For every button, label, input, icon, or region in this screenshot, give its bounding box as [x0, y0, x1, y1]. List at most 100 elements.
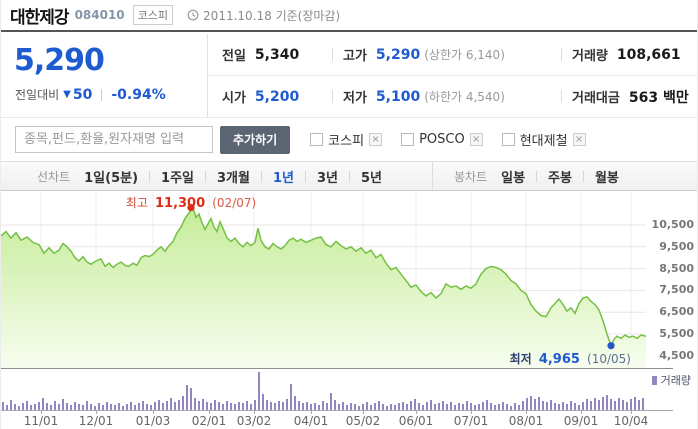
- remove-filter-icon[interactable]: ×: [469, 133, 483, 146]
- asof-date: 2011.10.18 기준(장마감): [187, 7, 340, 24]
- high-annotation-date: (02/07): [212, 196, 257, 210]
- tab-1일(5분)[interactable]: 1일(5분): [84, 170, 139, 186]
- open-cell: 시가 5,200: [222, 87, 332, 107]
- divider: [582, 170, 584, 182]
- x-axis-label: 09/01: [563, 414, 599, 428]
- low-annotation-value: 4,965: [538, 352, 580, 367]
- quote-row: 5,290 전일대비 ▼ 50 -0.94% 전일 5,340 고가 5,290…: [1, 34, 697, 117]
- volume-chart: 거래량: [1, 370, 697, 410]
- divider: [432, 162, 433, 190]
- trade-value-label: 거래대금: [572, 91, 620, 106]
- divider: [536, 170, 538, 182]
- volume-swatch-icon: [651, 375, 657, 385]
- filter-label[interactable]: POSCO: [419, 132, 465, 147]
- remove-filter-icon[interactable]: ×: [572, 133, 586, 146]
- x-axis-label: 10/04: [613, 414, 649, 428]
- divider: [561, 90, 562, 103]
- price-chart: 10,500 9,500 8,500 7,500 6,500 5,500 4,500 최고 …: [1, 192, 697, 368]
- summary-table: 전일 5,340 고가 5,290 (상한가 6,140) 거래량 108,66…: [207, 34, 697, 117]
- candle-chart-group-label: 봉차트: [454, 169, 488, 184]
- x-axis-tick: [631, 411, 632, 414]
- filter-checkbox[interactable]: [310, 133, 324, 146]
- low-value: 5,100: [375, 88, 421, 105]
- x-axis-tick: [416, 411, 417, 414]
- filter-label[interactable]: 코스피: [328, 134, 365, 149]
- x-axis-label: 02/01: [191, 414, 227, 428]
- filter-chip: 현대제철 ×: [501, 130, 586, 149]
- y-axis-label: 8,500: [659, 262, 694, 275]
- x-axis-label: 06/01: [398, 414, 434, 428]
- prev-close-cell: 전일 5,340: [222, 45, 332, 65]
- chart-tab-bar: 선차트 1일(5분) 1주일 3개월 1년 3년 5년 봉차트 일봉 주봉 월봉: [1, 161, 697, 191]
- volume-baseline: [1, 410, 673, 411]
- tab-주봉[interactable]: 주봉: [548, 170, 572, 186]
- x-axis-tick: [254, 411, 255, 414]
- divider: [149, 170, 151, 182]
- x-axis-label: 12/01: [78, 414, 114, 428]
- price-change: 전일대비 ▼ 50 -0.94%: [15, 86, 166, 103]
- high-label: 고가: [343, 49, 367, 64]
- high-annotation: 최고 11,300 (02/07): [96, 192, 286, 211]
- filter-checkbox[interactable]: [401, 133, 415, 146]
- volume-bars: [1, 370, 697, 414]
- clock-icon: [187, 9, 199, 21]
- summary-row-2: 시가 5,200 저가 5,100 (하한가 4,540) 거래대금 563 백…: [208, 76, 697, 117]
- market-badge: 코스피: [132, 5, 174, 25]
- filter-chip: 코스피 ×: [310, 130, 383, 149]
- remove-filter-icon[interactable]: ×: [369, 133, 383, 146]
- volume-svg: [2, 372, 644, 410]
- high-value: 5,290: [375, 46, 421, 63]
- x-axis-label: 08/01: [508, 414, 544, 428]
- x-axis-tick: [526, 411, 527, 414]
- volume-cell: 거래량 108,661: [572, 45, 681, 65]
- filter-checkbox[interactable]: [501, 133, 515, 146]
- y-axis-label: 10,500: [651, 218, 694, 231]
- divider: [332, 90, 333, 103]
- low-cell: 저가 5,100 (하한가 4,540): [343, 87, 561, 107]
- divider: [260, 170, 262, 182]
- add-button[interactable]: 추가하기: [220, 125, 291, 154]
- filter-chip: POSCO ×: [401, 132, 483, 147]
- trade-value-cell: 거래대금 563 백만: [572, 87, 689, 107]
- low-label: 저가: [343, 91, 367, 106]
- x-axis-tick: [96, 411, 97, 414]
- prev-close-value: 5,340: [254, 46, 300, 63]
- volume-label: 거래량: [572, 49, 608, 64]
- tab-3개월[interactable]: 3개월: [217, 170, 250, 186]
- stock-code: 084010: [74, 8, 125, 22]
- y-axis-label: 9,500: [659, 240, 694, 253]
- tab-1년[interactable]: 1년: [272, 170, 294, 186]
- compare-filters: 코스피 × POSCO × 현대제철 ×: [310, 130, 586, 149]
- lower-limit: (하한가 4,540): [424, 90, 505, 104]
- change-value: 50: [72, 86, 93, 103]
- down-arrow-icon: ▼: [63, 89, 71, 100]
- current-price: 5,290: [14, 43, 105, 78]
- tab-3년[interactable]: 3년: [316, 170, 338, 186]
- tab-일봉[interactable]: 일봉: [501, 170, 526, 186]
- divider: [205, 170, 206, 182]
- y-axis-label: 5,500: [659, 327, 694, 340]
- divider: [332, 48, 333, 61]
- prev-close-label: 전일: [222, 49, 246, 64]
- x-axis-label: 03/02: [236, 414, 272, 428]
- tab-월봉[interactable]: 월봉: [594, 170, 619, 186]
- volume-legend-label: 거래량: [660, 374, 691, 387]
- price-chart-svg: [1, 192, 647, 368]
- search-input[interactable]: [15, 126, 213, 153]
- tab-1주일[interactable]: 1주일: [161, 170, 194, 186]
- tab-5년[interactable]: 5년: [361, 170, 383, 186]
- line-chart-tabs: 선차트 1일(5분) 1주일 3개월 1년 3년 5년: [37, 162, 382, 190]
- filter-label[interactable]: 현대제철: [519, 134, 568, 149]
- candle-chart-tabs: 봉차트 일봉 주봉 월봉: [454, 162, 619, 190]
- high-annotation-value: 11,300: [154, 196, 206, 211]
- x-axis-label: 11/01: [23, 414, 59, 428]
- line-chart-group-label: 선차트: [37, 169, 71, 184]
- x-axis-label: 05/02: [345, 414, 381, 428]
- x-axis-tick: [311, 411, 312, 414]
- asof-text: 2011.10.18 기준(장마감): [203, 8, 341, 23]
- divider: [561, 48, 562, 61]
- volume-legend: 거래량: [651, 372, 691, 388]
- open-label: 시가: [222, 91, 246, 106]
- x-axis: 11/01 12/01 01/03 02/01 03/02 04/01 05/02 06/01…: [1, 411, 697, 429]
